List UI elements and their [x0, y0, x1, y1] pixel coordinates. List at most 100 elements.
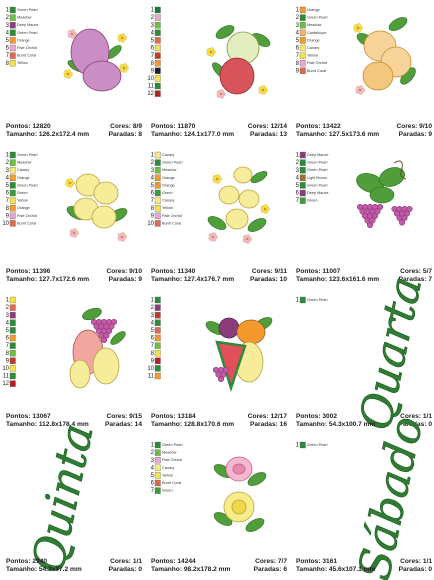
thread-number: 4 [296, 30, 300, 36]
leaf [215, 25, 235, 39]
design-card: 1 Green Pearl 2 Meadow 3 Canary 4 Orange 5 Green … [2, 151, 142, 283]
design-card: 1 Deep Mauve 2 Green Pearl 3 Green Pearl 4 Ligh… [296, 151, 432, 283]
thread-number: 5 [6, 183, 10, 189]
thread-name: Orange [17, 38, 30, 42]
thread-number: 2 [151, 450, 155, 456]
thread-name: Green Pearl [307, 161, 328, 165]
thread-number: 9 [151, 358, 155, 364]
thread-number: 6 [151, 481, 155, 487]
thread-swatch [154, 350, 161, 357]
thread-number: 5 [296, 38, 300, 44]
stitches: Pontos: 13067 [6, 413, 51, 420]
fruit [219, 57, 255, 95]
thread-swatch [154, 67, 161, 74]
thread-number: 10 [147, 366, 154, 372]
thread-swatch [9, 296, 16, 304]
thread-swatch [154, 304, 161, 311]
stops: Paradas: 8 [109, 131, 143, 138]
petal [68, 178, 74, 183]
colors: Cores: 12/17 [248, 413, 288, 420]
thread-swatch [154, 29, 161, 36]
thread-name: Pale Orchid [307, 61, 327, 65]
thread-name: Burnt Coral [17, 221, 36, 225]
thread-swatch [9, 357, 16, 364]
thread-number: 3 [151, 23, 155, 29]
colors: Cores: 9/11 [252, 268, 288, 275]
stitches: Pontos: 13184 [151, 413, 196, 420]
thread-swatch [154, 357, 161, 364]
thread-name: Orange [17, 206, 30, 210]
thread-number: 2 [296, 15, 300, 21]
script-word: Sábado [349, 412, 433, 580]
thread-name: Green [307, 199, 318, 203]
thread-name: Green Pearl [17, 8, 38, 12]
thread-number: 1 [296, 298, 300, 304]
thread-swatch [154, 334, 161, 342]
thread-name: Green Pearl [17, 31, 38, 35]
thread-swatch [9, 212, 16, 219]
thread-number: 6 [151, 46, 155, 52]
flower-center [215, 177, 219, 181]
thread-name: Pale Orchid [17, 46, 37, 50]
colors: Cores: 12/14 [248, 123, 288, 130]
thread-number: 4 [296, 175, 300, 181]
thread-name: Burnt Coral [17, 54, 36, 58]
thread-number: 5 [6, 38, 10, 44]
stitches: Pontos: 11870 [151, 123, 196, 130]
thread-swatch [9, 52, 16, 59]
thread-swatch [9, 312, 16, 319]
thread-number: 1 [151, 8, 155, 14]
stitches: Pontos: 13422 [296, 123, 341, 130]
petal [356, 23, 362, 28]
stops: Paradas: 0 [399, 421, 433, 428]
thread-number: 11 [3, 374, 10, 380]
thread-swatch [154, 151, 161, 159]
petal [120, 232, 126, 237]
fruit [233, 166, 253, 184]
stitches: Pontos: 14244 [151, 558, 196, 565]
thread-swatch [154, 52, 161, 59]
leaf [213, 512, 233, 526]
thread-swatch [9, 304, 16, 311]
grape [398, 219, 406, 226]
stops: Paradas: 13 [250, 131, 287, 138]
thread-swatch [9, 197, 16, 204]
design-card: 1 Green Pearl 2 Meadow 3 Pale Orchid 4 Canary 5 Y… [151, 441, 287, 573]
thread-swatch [154, 75, 161, 82]
thread-number: 5 [296, 183, 300, 189]
stitches: Pontos: 11007 [296, 268, 341, 275]
colors: Cores: 5/7 [400, 268, 432, 275]
colors: Cores: 1/1 [400, 413, 432, 420]
thread-swatch [299, 151, 306, 159]
petal [211, 232, 217, 237]
thread-name: Meadow [17, 161, 32, 165]
thread-number: 7 [151, 198, 155, 204]
thread-swatch [9, 220, 16, 227]
fruit [218, 185, 240, 205]
thread-swatch [154, 372, 161, 380]
leaf [247, 472, 267, 486]
flower-center [120, 36, 124, 40]
petal [215, 174, 221, 179]
flower-center [68, 181, 72, 185]
thread-swatch [154, 189, 161, 197]
size: Tamanho: 127.5x173.6 mm [296, 131, 379, 138]
thread-name: Green Pearl [307, 16, 328, 20]
thread-number: 3 [151, 313, 155, 319]
thread-swatch [154, 365, 161, 372]
thread-swatch [9, 44, 16, 52]
thread-swatch [9, 174, 16, 181]
petal [66, 69, 72, 74]
size: Tamanho: 54.3x97.2 mm [6, 566, 82, 573]
thread-name: Green Pearl [307, 298, 328, 302]
thread-number: 5 [151, 328, 155, 334]
thread-swatch [9, 319, 16, 326]
fruit [92, 347, 120, 385]
colors: Cores: 9/15 [106, 413, 142, 420]
thread-number: 6 [151, 336, 155, 342]
thread-number: 2 [151, 305, 155, 311]
thread-swatch [154, 220, 161, 227]
fruit [82, 60, 122, 92]
